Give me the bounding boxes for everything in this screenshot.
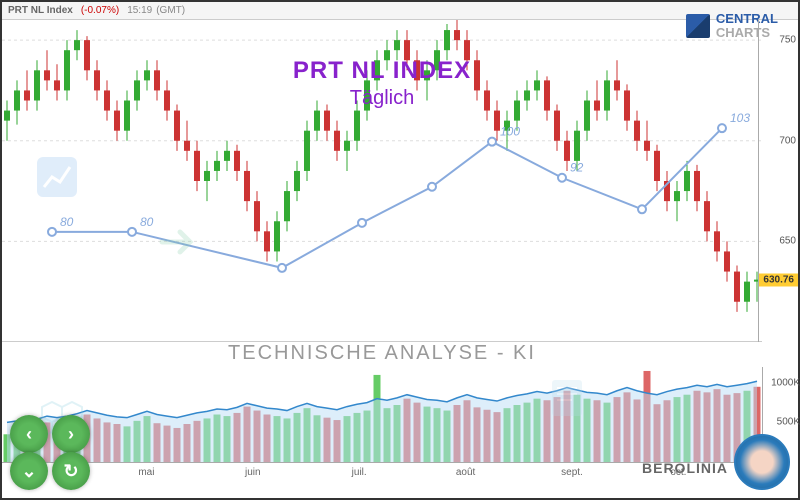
header-time: 15:19 (127, 5, 152, 16)
watermark-arrow-icon (152, 217, 202, 267)
header-symbol: PRT NL Index (8, 5, 73, 16)
chart-container: PRT NL Index (-0.07%) 15:19 (GMT) CENTRA… (0, 0, 800, 500)
nav-right-button[interactable]: › (52, 415, 90, 453)
header-change: (-0.07%) (81, 5, 119, 16)
price-y-axis: 650700750630.76 (758, 20, 798, 342)
chart-subtitle: Täglich (2, 87, 762, 110)
nav-refresh-button[interactable]: ↻ (52, 452, 90, 490)
nav-down-button[interactable]: ⌄ (10, 452, 48, 490)
nav-left-button[interactable]: ‹ (10, 415, 48, 453)
header-timezone: (GMT) (156, 5, 185, 16)
header-bar: PRT NL Index (-0.07%) 15:19 (GMT) (2, 2, 798, 20)
volume-title: TECHNISCHE ANALYSE - KI (2, 342, 762, 365)
chart-title: PRT NL INDEX (2, 57, 762, 85)
watermark-doc-icon (542, 372, 592, 422)
avatar-icon[interactable] (734, 434, 790, 490)
volume-chart (2, 367, 762, 462)
berolinia-label: BEROLINIA (642, 460, 728, 476)
watermark-chart-icon (32, 152, 82, 202)
